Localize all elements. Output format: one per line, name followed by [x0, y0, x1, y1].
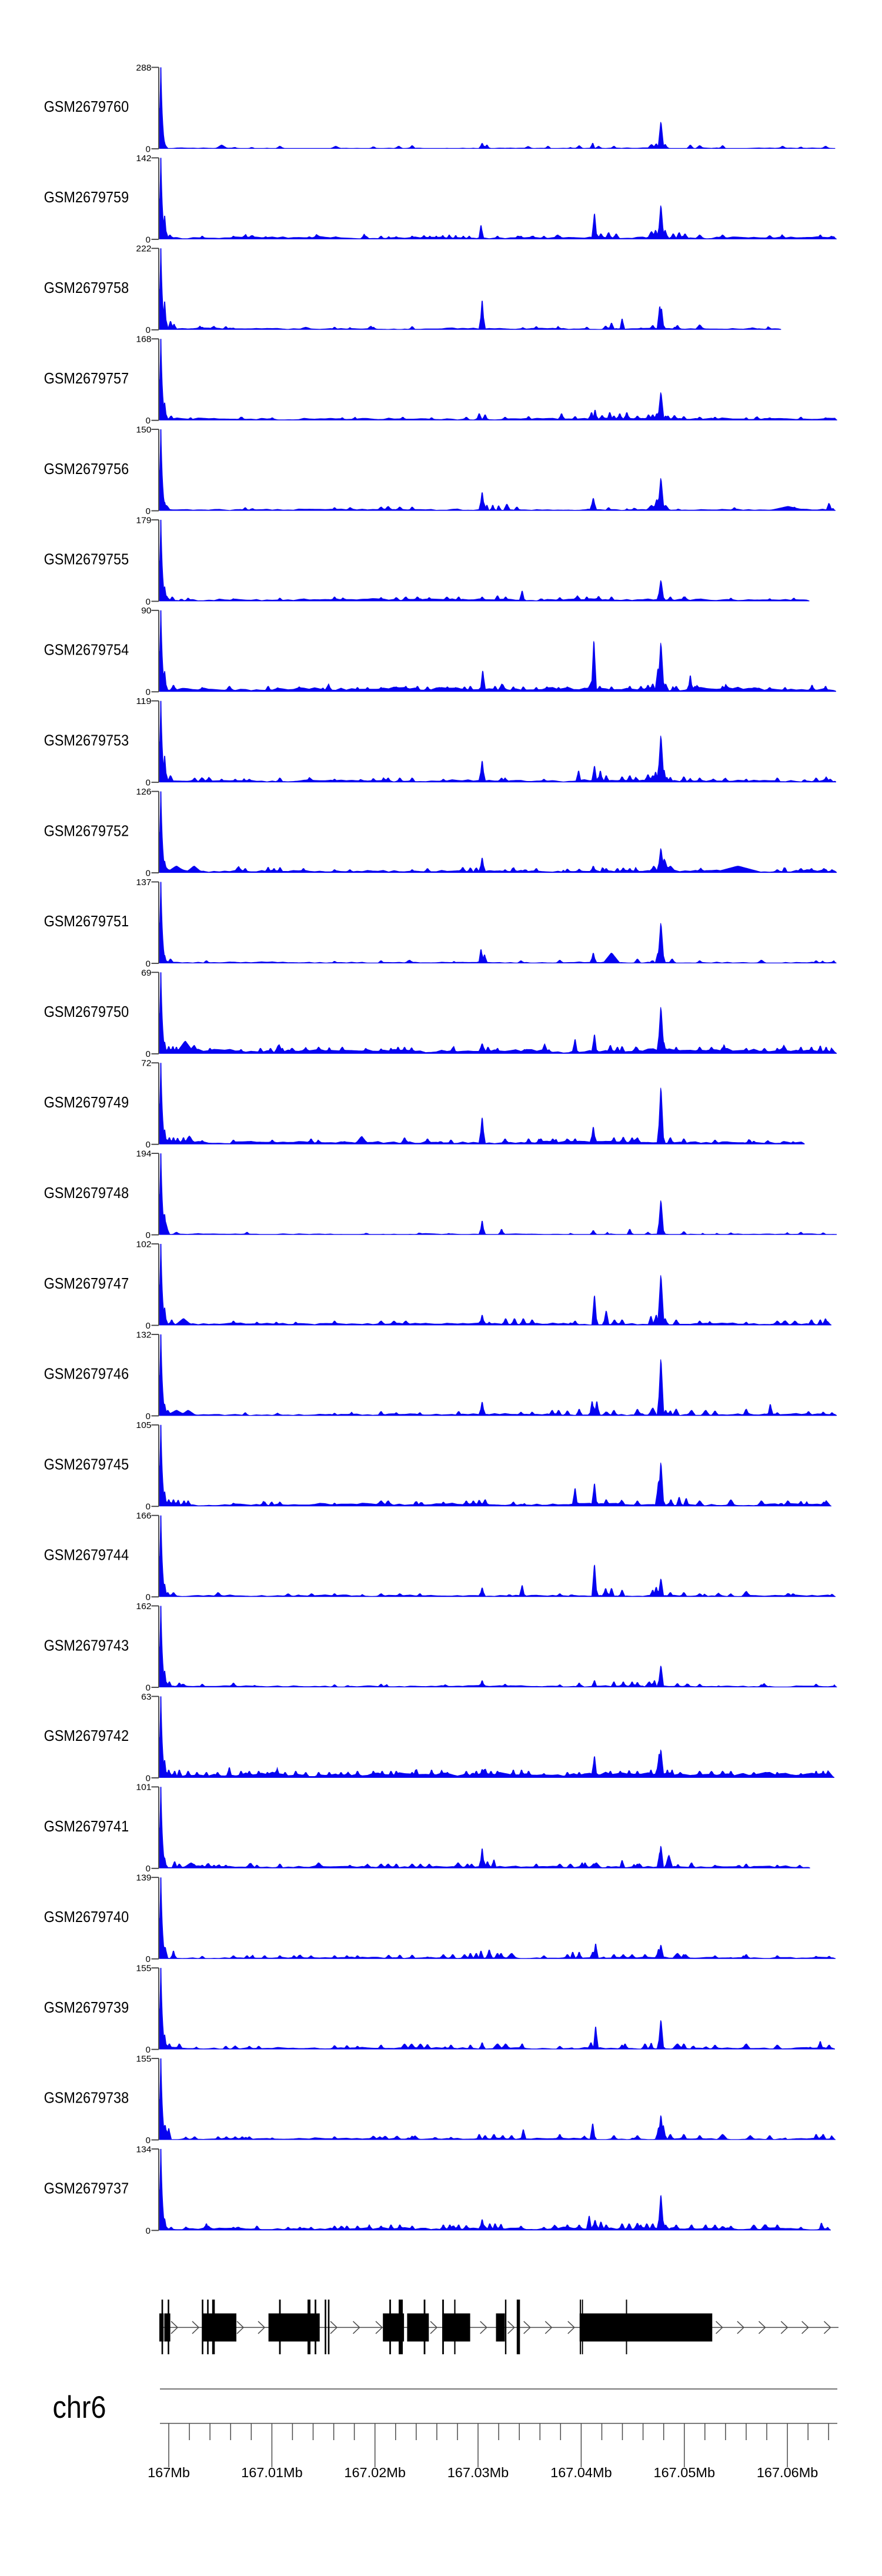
svg-text:0: 0 [146, 506, 151, 516]
svg-text:105: 105 [136, 1420, 151, 1430]
svg-text:0: 0 [146, 1683, 151, 1693]
svg-text:GSM2679760: GSM2679760 [44, 99, 129, 115]
svg-text:132: 132 [136, 1330, 151, 1340]
svg-text:0: 0 [146, 1864, 151, 1874]
svg-text:GSM2679745: GSM2679745 [44, 1457, 129, 1473]
svg-text:GSM2679750: GSM2679750 [44, 1004, 129, 1020]
svg-text:119: 119 [136, 696, 151, 706]
svg-text:GSM2679757: GSM2679757 [44, 371, 129, 387]
svg-text:126: 126 [136, 787, 151, 797]
svg-text:GSM2679747: GSM2679747 [44, 1276, 129, 1292]
svg-text:0: 0 [146, 688, 151, 698]
svg-text:GSM2679740: GSM2679740 [44, 1909, 129, 1926]
svg-text:GSM2679739: GSM2679739 [44, 2000, 129, 2016]
svg-text:168: 168 [136, 335, 151, 345]
svg-text:0: 0 [146, 2045, 151, 2055]
svg-text:0: 0 [146, 2135, 151, 2145]
svg-text:139: 139 [136, 1873, 151, 1883]
svg-text:167.05Mb: 167.05Mb [654, 2465, 716, 2480]
svg-text:GSM2679748: GSM2679748 [44, 1185, 129, 1202]
svg-text:GSM2679758: GSM2679758 [44, 280, 129, 296]
svg-text:90: 90 [141, 606, 151, 616]
svg-text:63: 63 [141, 1692, 151, 1702]
svg-text:GSM2679737: GSM2679737 [44, 2181, 129, 2197]
svg-text:0: 0 [146, 1230, 151, 1240]
svg-text:0: 0 [146, 1502, 151, 1512]
svg-text:0: 0 [146, 416, 151, 426]
svg-text:0: 0 [146, 778, 151, 788]
svg-text:GSM2679743: GSM2679743 [44, 1637, 129, 1654]
svg-text:166: 166 [136, 1511, 151, 1521]
svg-text:0: 0 [146, 1954, 151, 1964]
svg-text:0: 0 [146, 144, 151, 154]
svg-text:167.03Mb: 167.03Mb [447, 2465, 509, 2480]
svg-text:0: 0 [146, 1412, 151, 1422]
svg-text:0: 0 [146, 1593, 151, 1603]
svg-text:GSM2679744: GSM2679744 [44, 1547, 129, 1563]
svg-text:0: 0 [146, 1049, 151, 1059]
svg-text:137: 137 [136, 877, 151, 887]
svg-text:0: 0 [146, 869, 151, 879]
svg-text:167.06Mb: 167.06Mb [757, 2465, 818, 2480]
svg-text:0: 0 [146, 1140, 151, 1150]
svg-text:0: 0 [146, 1773, 151, 1783]
svg-text:GSM2679754: GSM2679754 [44, 642, 129, 659]
svg-text:167Mb: 167Mb [148, 2465, 190, 2480]
svg-text:155: 155 [136, 2054, 151, 2064]
svg-text:167.01Mb: 167.01Mb [241, 2465, 303, 2480]
svg-text:GSM2679752: GSM2679752 [44, 823, 129, 839]
svg-text:101: 101 [136, 1783, 151, 1793]
svg-text:GSM2679759: GSM2679759 [44, 189, 129, 206]
svg-text:134: 134 [136, 2144, 151, 2154]
svg-text:GSM2679756: GSM2679756 [44, 461, 129, 478]
svg-text:GSM2679741: GSM2679741 [44, 1818, 129, 1835]
svg-text:222: 222 [136, 244, 151, 254]
svg-text:GSM2679755: GSM2679755 [44, 552, 129, 568]
svg-text:194: 194 [136, 1149, 151, 1159]
svg-text:167.04Mb: 167.04Mb [550, 2465, 612, 2480]
svg-text:167.02Mb: 167.02Mb [344, 2465, 406, 2480]
svg-text:155: 155 [136, 1964, 151, 1974]
svg-text:0: 0 [146, 1321, 151, 1331]
svg-text:150: 150 [136, 425, 151, 435]
svg-text:0: 0 [146, 959, 151, 969]
svg-text:102: 102 [136, 1239, 151, 1249]
svg-text:142: 142 [136, 154, 151, 163]
svg-text:chr6: chr6 [53, 2390, 106, 2425]
svg-text:GSM2679753: GSM2679753 [44, 732, 129, 749]
svg-text:0: 0 [146, 2226, 151, 2236]
svg-text:0: 0 [146, 235, 151, 245]
svg-text:69: 69 [141, 968, 151, 978]
svg-text:GSM2679746: GSM2679746 [44, 1366, 129, 1383]
svg-text:162: 162 [136, 1601, 151, 1611]
svg-text:GSM2679749: GSM2679749 [44, 1095, 129, 1111]
svg-text:72: 72 [141, 1059, 151, 1069]
svg-text:GSM2679738: GSM2679738 [44, 2090, 129, 2107]
svg-text:GSM2679751: GSM2679751 [44, 913, 129, 930]
svg-text:0: 0 [146, 597, 151, 607]
svg-text:0: 0 [146, 325, 151, 335]
svg-text:179: 179 [136, 515, 151, 525]
svg-text:GSM2679742: GSM2679742 [44, 1728, 129, 1744]
svg-text:288: 288 [136, 63, 151, 73]
